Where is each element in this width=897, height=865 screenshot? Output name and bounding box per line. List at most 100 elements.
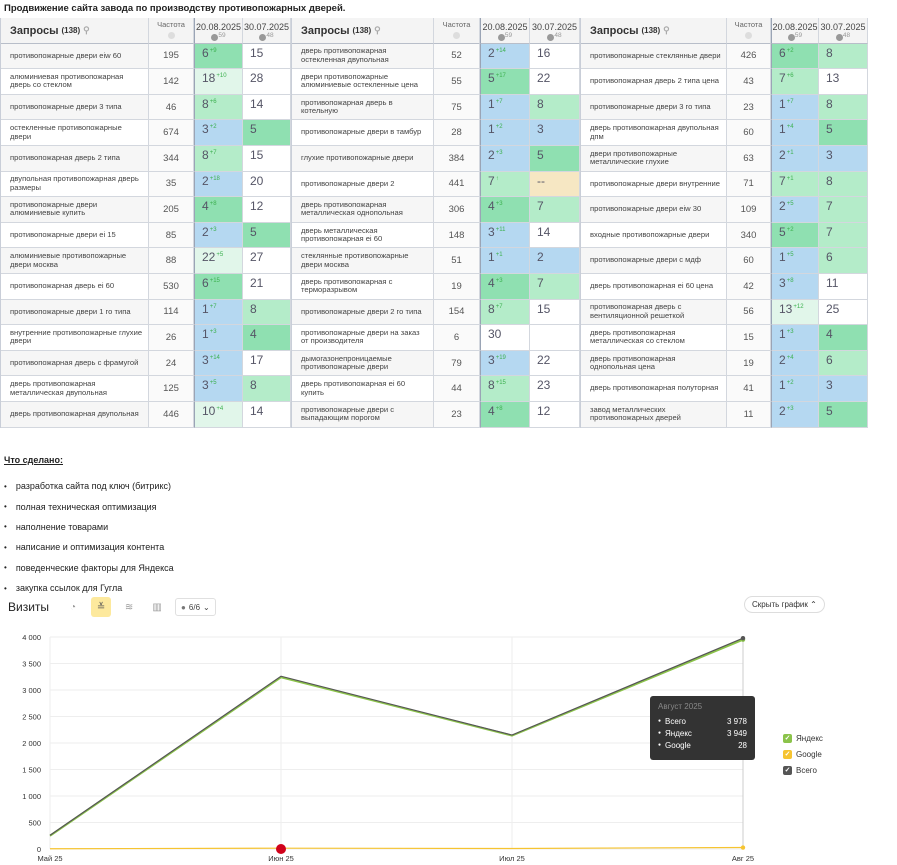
date-header[interactable]: 20.08.2025 59: [194, 18, 243, 44]
query-cell[interactable]: дверь противопожарная металлическая одно…: [292, 197, 434, 223]
query-cell[interactable]: дверь противопожарная полуторная: [581, 376, 727, 402]
position-cell[interactable]: 3: [530, 120, 580, 146]
position-cell[interactable]: 11: [819, 273, 868, 300]
frequency-header[interactable]: Частота: [149, 18, 194, 44]
position-cell[interactable]: 2+3: [194, 222, 243, 249]
position-cell[interactable]: 4+3: [480, 273, 530, 300]
legend-yandex[interactable]: ✓ Яндекс: [783, 733, 823, 743]
position-cell[interactable]: 3: [819, 145, 868, 172]
position-cell[interactable]: 1+5: [771, 248, 819, 274]
query-cell[interactable]: противопожарные двери алюминиевые купить: [1, 197, 149, 223]
query-cell[interactable]: двупольная противопожарная дверь размеры: [1, 171, 149, 198]
query-cell[interactable]: противопожарная дверь в котельную: [292, 94, 434, 121]
position-cell[interactable]: 7+1: [771, 171, 819, 198]
position-cell[interactable]: 21: [243, 273, 291, 300]
query-cell[interactable]: противопожарные двери 3 типа: [1, 94, 149, 121]
position-cell[interactable]: 2+3: [771, 401, 819, 428]
position-cell[interactable]: 2+18: [194, 171, 243, 198]
position-cell[interactable]: 16: [530, 43, 580, 70]
position-cell[interactable]: 1+7: [480, 94, 530, 121]
query-cell[interactable]: дверь противопожарная металлическая двуп…: [1, 376, 149, 402]
position-cell[interactable]: 3+14: [194, 350, 243, 377]
position-cell[interactable]: 4: [819, 325, 868, 351]
query-cell[interactable]: дымогазонепроницаемые противопожарные дв…: [292, 350, 434, 377]
query-cell[interactable]: дверь противопожарная ei 60 цена: [581, 273, 727, 300]
position-cell[interactable]: 8+7: [480, 299, 530, 326]
position-cell[interactable]: 6+9: [194, 43, 243, 70]
position-cell[interactable]: 2+5: [771, 197, 819, 223]
query-cell[interactable]: противопожарные двери 1 го типа: [1, 299, 149, 326]
query-cell[interactable]: противопожарные двери ei 15: [1, 222, 149, 249]
query-cell[interactable]: противопожарные двери eiw 60: [1, 43, 149, 70]
bar-chart-icon[interactable]: ▥: [152, 601, 162, 613]
position-cell[interactable]: 8+7: [194, 145, 243, 172]
position-cell[interactable]: 8: [819, 43, 868, 70]
query-cell[interactable]: противопожарные двери на заказ от произв…: [292, 325, 434, 351]
query-cell[interactable]: противопожарная дверь с фрамугой: [1, 350, 149, 377]
position-cell[interactable]: 15: [530, 299, 580, 326]
position-cell[interactable]: 4: [243, 325, 291, 351]
query-cell[interactable]: дверь противопожарная однопольная цена: [581, 350, 727, 377]
query-cell[interactable]: противопожарная дверь 2 типа: [1, 145, 149, 172]
position-cell[interactable]: 2+4: [771, 350, 819, 377]
date-header[interactable]: 30.07.2025 48: [819, 18, 868, 44]
position-cell[interactable]: 23: [530, 376, 580, 402]
position-cell[interactable]: 8: [243, 299, 291, 326]
position-cell[interactable]: 5: [243, 222, 291, 249]
query-cell[interactable]: стеклянные противопожарные двери москва: [292, 248, 434, 274]
series-selector[interactable]: ● 6/6 ⌄: [175, 598, 216, 616]
position-cell[interactable]: 7+6: [771, 69, 819, 95]
search-icon[interactable]: ⚲: [83, 25, 90, 35]
position-cell[interactable]: 12: [243, 197, 291, 223]
query-cell[interactable]: дверь противопожарная с терморазрывом: [292, 273, 434, 300]
position-cell[interactable]: 22: [530, 69, 580, 95]
position-cell[interactable]: 28: [243, 69, 291, 95]
query-cell[interactable]: алюминиевая противопожарная дверь со сте…: [1, 69, 149, 95]
position-cell[interactable]: 1+4: [771, 120, 819, 146]
query-cell[interactable]: противопожарная дверь 2 типа цена: [581, 69, 727, 95]
query-cell[interactable]: завод металлических противопожарных двер…: [581, 401, 727, 428]
query-cell[interactable]: противопожарные стеклянные двери: [581, 43, 727, 70]
position-cell[interactable]: 7: [530, 197, 580, 223]
query-cell[interactable]: глухие противопожарные двери: [292, 145, 434, 172]
position-cell[interactable]: 8: [530, 94, 580, 121]
position-cell[interactable]: 2+3: [480, 145, 530, 172]
position-cell[interactable]: 3+11: [480, 222, 530, 249]
query-cell[interactable]: двери противопожарные алюминиевые остекл…: [292, 69, 434, 95]
position-cell[interactable]: 8: [243, 376, 291, 402]
queries-header[interactable]: Запросы (138) ⚲: [1, 18, 149, 44]
position-cell[interactable]: 5+17: [480, 69, 530, 95]
position-cell[interactable]: 3+5: [194, 376, 243, 402]
frequency-header[interactable]: Частота: [434, 18, 480, 44]
position-cell[interactable]: 22: [530, 350, 580, 377]
position-cell[interactable]: 14: [530, 222, 580, 249]
query-cell[interactable]: остекленные противопожарные двери: [1, 120, 149, 146]
position-cell[interactable]: 20: [243, 171, 291, 198]
query-cell[interactable]: внутренние противопожарные глухие двери: [1, 325, 149, 351]
date-header[interactable]: 30.07.2025 48: [243, 18, 291, 44]
date-header[interactable]: 20.08.2025 59: [480, 18, 530, 44]
position-cell[interactable]: 8: [819, 171, 868, 198]
query-cell[interactable]: противопожарная дверь ei 60: [1, 273, 149, 300]
position-cell[interactable]: 3+19: [480, 350, 530, 377]
area-chart-icon[interactable]: ≋: [124, 601, 134, 613]
line-chart-icon[interactable]: ≚: [91, 597, 112, 617]
query-cell[interactable]: противопожарные двери с мдф: [581, 248, 727, 274]
position-cell[interactable]: 5: [530, 145, 580, 172]
legend-google[interactable]: ✓ Google: [783, 749, 822, 759]
position-cell[interactable]: 3+2: [194, 120, 243, 146]
frequency-header[interactable]: Частота: [727, 18, 771, 44]
query-cell[interactable]: дверь противопожарная двупольная: [1, 401, 149, 428]
position-cell[interactable]: 4+8: [480, 401, 530, 428]
position-cell[interactable]: 25: [819, 299, 868, 326]
position-cell[interactable]: 2: [530, 248, 580, 274]
position-cell[interactable]: 3: [819, 376, 868, 402]
position-cell[interactable]: 18+10: [194, 69, 243, 95]
query-cell[interactable]: противопожарные двери eiw 30: [581, 197, 727, 223]
position-cell[interactable]: 5: [819, 120, 868, 146]
position-cell[interactable]: 15: [243, 145, 291, 172]
query-cell[interactable]: входные противопожарные двери: [581, 222, 727, 249]
position-cell[interactable]: 7: [819, 197, 868, 223]
position-cell[interactable]: 5+2: [771, 222, 819, 249]
position-cell[interactable]: [530, 325, 580, 351]
